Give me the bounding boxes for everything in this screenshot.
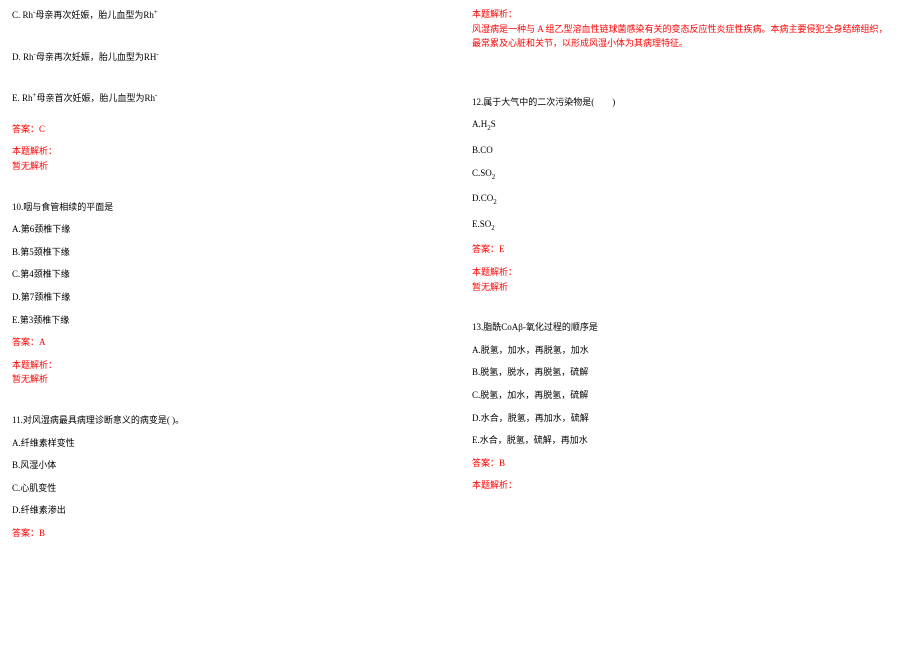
q13-option-e: E.水合，脱氢，硫解，再加水 [472, 434, 908, 447]
q11-analysis-line2: 最常累及心脏和关节，以形成风湿小体为其病理特征。 [472, 37, 908, 50]
q10-analysis-text: 暂无解析 [12, 373, 448, 386]
q11-answer: 答案：B [12, 527, 448, 540]
q12-option-e: E.SO2 [472, 218, 908, 234]
left-column: C. Rh-母亲再次妊娠，胎儿血型为Rh+ D. Rh-母亲再次妊娠，胎儿血型为… [0, 0, 460, 651]
q10-option-a: A.第6颈椎下缘 [12, 223, 448, 236]
q11-stem: 11.对风湿病最具病理诊断意义的病变是( )。 [12, 414, 448, 427]
q12-stem: 12.属于大气中的二次污染物是( ) [472, 96, 908, 109]
q13-answer: 答案：B [472, 457, 908, 470]
q9-answer: 答案：C [12, 123, 448, 136]
q13-option-a: A.脱氢，加水，再脱氢，加水 [472, 344, 908, 357]
opt-text: Rh-母亲再次妊娠，胎儿血型为Rh+ [23, 10, 158, 20]
opt-text: Rh-母亲再次妊娠，胎儿血型为RH- [23, 52, 159, 62]
opt-prefix: D. [12, 52, 21, 62]
opt-text: Rh+母亲首次妊娠，胎儿血型为Rh- [22, 93, 157, 103]
q12-option-d: D.CO2 [472, 192, 908, 208]
right-column: 本题解析： 风湿病是一种与 A 组乙型溶血性链球菌感染有关的变态反应性炎症性疾病… [460, 0, 920, 651]
q11-option-b: B.风湿小体 [12, 459, 448, 472]
q11-analysis-label: 本题解析： [472, 8, 908, 21]
q10-option-d: D.第7颈椎下缘 [12, 291, 448, 304]
q13-option-d: D.水合，脱氢，再加水，硫解 [472, 412, 908, 425]
q11-option-d: D.纤维素渗出 [12, 504, 448, 517]
q12-option-b: B.CO [472, 144, 908, 157]
q11-analysis-line1: 风湿病是一种与 A 组乙型溶血性链球菌感染有关的变态反应性炎症性疾病。本病主要侵… [472, 23, 908, 36]
q10-option-c: C.第4颈椎下缘 [12, 268, 448, 281]
q10-answer: 答案：A [12, 336, 448, 349]
q13-option-b: B.脱氢，脱水，再脱氢，硫解 [472, 366, 908, 379]
q10-stem: 10.咽与食管相续的平面是 [12, 201, 448, 214]
q11-option-a: A.纤维素样变性 [12, 437, 448, 450]
q12-analysis-label: 本题解析： [472, 266, 908, 279]
document-page: C. Rh-母亲再次妊娠，胎儿血型为Rh+ D. Rh-母亲再次妊娠，胎儿血型为… [0, 0, 920, 651]
q9-analysis-label: 本题解析： [12, 145, 448, 158]
q9-option-e: E. Rh+母亲首次妊娠，胎儿血型为Rh- [12, 91, 448, 105]
q9-option-d: D. Rh-母亲再次妊娠，胎儿血型为RH- [12, 50, 448, 64]
q13-analysis-label: 本题解析： [472, 479, 908, 492]
q13-option-c: C.脱氢，加水，再脱氢，硫解 [472, 389, 908, 402]
q10-option-e: E.第3颈椎下缘 [12, 314, 448, 327]
q9-option-c: C. Rh-母亲再次妊娠，胎儿血型为Rh+ [12, 8, 448, 22]
q12-option-a: A.H2S [472, 118, 908, 134]
q10-analysis-label: 本题解析： [12, 359, 448, 372]
opt-prefix: C. [12, 10, 20, 20]
q12-answer: 答案：E [472, 243, 908, 256]
q13-stem: 13.脂酰CoAβ-氧化过程的顺序是 [472, 321, 908, 334]
q9-analysis-text: 暂无解析 [12, 160, 448, 173]
q12-option-c: C.SO2 [472, 167, 908, 183]
q11-option-c: C.心肌变性 [12, 482, 448, 495]
q12-analysis-text: 暂无解析 [472, 281, 908, 294]
opt-prefix: E. [12, 93, 20, 103]
q10-option-b: B.第5颈椎下缘 [12, 246, 448, 259]
